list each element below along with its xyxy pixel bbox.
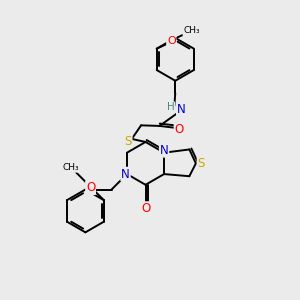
Text: S: S — [197, 157, 205, 170]
Text: O: O — [167, 36, 176, 46]
Text: S: S — [124, 135, 132, 148]
Text: N: N — [160, 144, 168, 157]
Text: N: N — [177, 103, 186, 116]
Text: O: O — [175, 123, 184, 136]
Text: CH₃: CH₃ — [62, 163, 79, 172]
Text: O: O — [141, 202, 150, 215]
Text: N: N — [121, 168, 130, 181]
Text: O: O — [86, 181, 95, 194]
Text: CH₃: CH₃ — [183, 26, 200, 35]
Text: H: H — [167, 102, 174, 112]
